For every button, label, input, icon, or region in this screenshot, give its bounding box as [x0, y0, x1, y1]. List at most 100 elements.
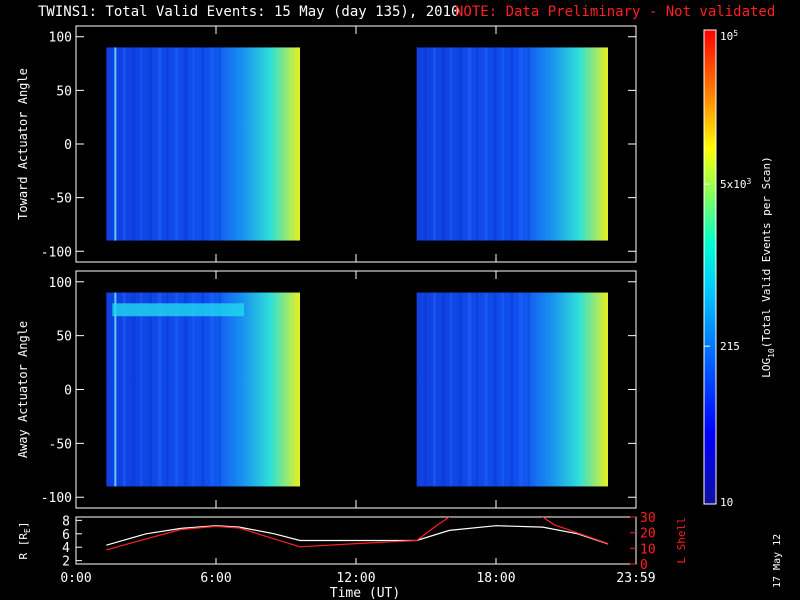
colorbar-tick-label: 10 [720, 496, 733, 509]
heatmap-line [114, 292, 117, 487]
x-tick-label: 6:00 [200, 571, 231, 586]
heatmap-streak [183, 47, 188, 241]
heatmap-streak [536, 292, 540, 487]
heatmap-line [114, 47, 117, 241]
heatmap-streak [209, 47, 214, 241]
heatmap-band [112, 303, 244, 317]
y-tick-label: 0 [64, 138, 72, 153]
heatmap-streak [441, 47, 446, 241]
time-axis-label: Time (UT) [330, 586, 400, 600]
heatmap-streak [510, 47, 514, 241]
heatmap-streak [432, 47, 436, 241]
x-tick-label: 12:00 [336, 571, 375, 586]
x-tick-label: 18:00 [476, 571, 515, 586]
x-tick-label: 23:59 [616, 571, 655, 586]
heatmap-streak [140, 292, 143, 487]
heatmap-streak [467, 292, 472, 487]
heatmap-streak [527, 47, 530, 241]
heatmap-streak [493, 292, 498, 487]
heatmap-streak [148, 47, 152, 241]
y-axis-label: Toward Actuator Angle [16, 68, 30, 220]
heatmap-streak [131, 292, 136, 487]
colorbar-tick-label: 5x103 [720, 177, 752, 191]
heatmap-streak [475, 47, 478, 241]
heatmap-streak [122, 292, 126, 487]
heatmap-block [106, 292, 300, 487]
y-tick-label: -50 [49, 192, 72, 207]
y-tick-label: 50 [56, 330, 72, 345]
heatmap-streak [424, 47, 427, 241]
heatmap-streak [519, 292, 524, 487]
heatmap-streak [475, 292, 478, 487]
heatmap-streak [493, 47, 498, 241]
heatmap-streak [201, 47, 205, 241]
heatmap-streak [484, 47, 488, 241]
heatmap-streak [192, 292, 195, 487]
heatmap-streak [467, 47, 472, 241]
heatmap-block [416, 292, 608, 487]
y2-tick-label: 30 [640, 511, 656, 526]
away-angle-panel: 100 50 0 -50 -100 Away Actuator Angle [16, 270, 637, 509]
heatmap-block [416, 47, 608, 241]
y-tick-label: 100 [49, 31, 72, 46]
heatmap-streak [166, 292, 169, 487]
lshell-series-line [106, 517, 609, 551]
heatmap-streak [501, 292, 504, 487]
heatmap-streak [175, 47, 179, 241]
heatmap-streak [166, 47, 169, 241]
colorbar: 105 5x103 215 10 LOG10(Total Valid Events p… [703, 29, 776, 509]
heatmap-block [106, 47, 300, 241]
colorbar-tick-label: 215 [720, 340, 740, 353]
heatmap-streak [122, 47, 126, 241]
r-axis-label: R [RE] [17, 522, 32, 560]
chart-title: TWINS1: Total Valid Events: 15 May (day … [38, 4, 460, 20]
heatmap-streak [227, 47, 231, 241]
heatmap-streak [450, 47, 453, 241]
preliminary-note: NOTE: Data Preliminary - Not validated [455, 4, 776, 20]
heatmap-streak [201, 292, 205, 487]
y-axis-label: Away Actuator Angle [16, 321, 30, 458]
heatmap-streak [519, 47, 524, 241]
y2-tick-label: 20 [640, 527, 656, 542]
y-tick-label: -50 [49, 437, 72, 452]
heatmap-streak [424, 292, 427, 487]
heatmap-streak [183, 292, 188, 487]
heatmap-streak [501, 47, 504, 241]
heatmap-streak [527, 292, 530, 487]
heatmap-streak [175, 292, 179, 487]
heatmap-streak [148, 292, 152, 487]
heatmap-streak [227, 292, 231, 487]
y-tick-label: -100 [41, 491, 72, 506]
y-tick-label: 2 [62, 555, 70, 570]
heatmap-streak [157, 292, 162, 487]
colorbar-label: LOG10(Total Valid Events per Scan) [760, 156, 776, 378]
heatmap-streak [157, 47, 162, 241]
r-series-line [106, 525, 609, 546]
heatmap-streak [450, 292, 453, 487]
heatmap-streak [536, 47, 540, 241]
heatmap-streak [510, 292, 514, 487]
x-tick-label: 0:00 [60, 571, 91, 586]
heatmap-streak [192, 47, 195, 241]
y-tick-label: 4 [62, 541, 70, 556]
heatmap-streak [432, 292, 436, 487]
heatmap-streak [140, 47, 143, 241]
y2-tick-label: 0 [640, 558, 648, 573]
heatmap-streak [458, 292, 462, 487]
y2-tick-label: 10 [640, 542, 656, 557]
toward-angle-panel: 100 50 0 -50 -100 Toward Actuator Angle [16, 25, 637, 263]
heatmap-streak [484, 292, 488, 487]
y-tick-label: 8 [62, 514, 70, 529]
y-tick-label: 6 [62, 528, 70, 543]
y-tick-label: 100 [49, 276, 72, 291]
y-tick-label: 50 [56, 84, 72, 99]
heatmap-streak [131, 47, 136, 241]
colorbar-gradient [703, 29, 717, 505]
heatmap-streak [218, 47, 221, 241]
y-tick-label: 0 [64, 384, 72, 399]
y-tick-label: -100 [41, 245, 72, 260]
colorbar-tick-label: 105 [720, 29, 738, 43]
heatmap-streak [209, 292, 214, 487]
